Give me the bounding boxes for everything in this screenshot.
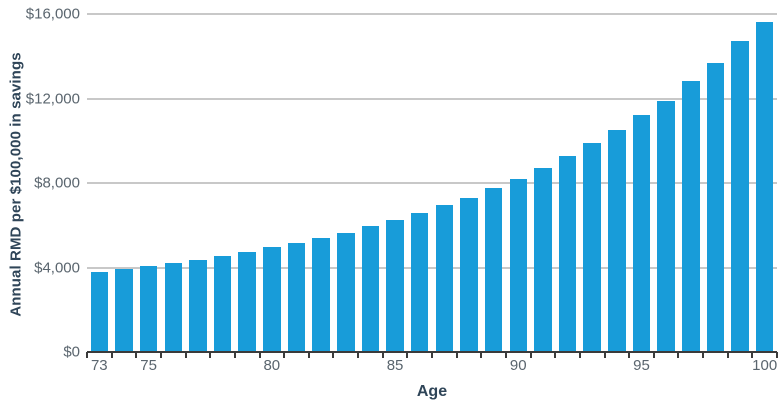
x-tick-mark (652, 352, 655, 358)
y-tick-label-8000: $8,000 (34, 174, 80, 192)
x-tick-mark (554, 352, 557, 358)
bar-age-95 (632, 114, 651, 352)
y-tick-label-4000: $4,000 (34, 259, 80, 276)
x-tick-label-95: 95 (633, 357, 650, 374)
x-tick-mark (332, 352, 335, 358)
bar-age-94 (608, 129, 626, 352)
x-tick-label-73: 73 (90, 357, 108, 374)
x-tick-mark (258, 352, 261, 358)
gridline-8000 (87, 182, 777, 184)
x-tick-mark (726, 352, 729, 358)
bar-age-75 (139, 266, 158, 352)
x-tick-mark (628, 352, 631, 358)
bar-age-91 (534, 168, 552, 352)
x-tick-mark (135, 352, 138, 358)
x-tick-mark (381, 352, 384, 358)
bar-age-99 (731, 41, 749, 352)
x-axis-title: Age (416, 383, 448, 400)
bar-age-82 (312, 237, 330, 352)
x-tick-mark (159, 352, 162, 358)
x-tick-mark (406, 352, 409, 358)
y-tick-label-16000: $16,000 (25, 5, 80, 23)
x-tick-mark (751, 352, 754, 358)
x-tick-label-80: 80 (263, 357, 281, 374)
x-tick-label-90: 90 (509, 357, 527, 374)
bar-age-97 (682, 81, 700, 352)
bar-age-81 (287, 243, 306, 352)
gridline-4000 (87, 266, 777, 269)
x-tick-label-100: 100 (752, 357, 778, 374)
x-tick-mark (307, 352, 310, 358)
bar-age-77 (189, 259, 207, 352)
bar-age-87 (435, 205, 454, 352)
x-tick-label-85: 85 (386, 357, 404, 374)
bar-age-76 (164, 262, 182, 352)
y-tick-label-12000: $12,000 (25, 90, 80, 107)
bar-age-83 (337, 232, 355, 352)
bar-age-80 (263, 247, 281, 352)
x-tick-mark (110, 352, 113, 358)
bar-age-90 (509, 178, 527, 352)
bar-age-79 (238, 251, 256, 352)
x-tick-mark (529, 352, 532, 358)
x-tick-mark (233, 352, 236, 358)
bar-age-85 (386, 220, 404, 352)
bar-age-93 (583, 142, 601, 352)
plot-area (86, 13, 778, 358)
bar-age-88 (460, 197, 478, 352)
x-tick-mark (209, 352, 212, 358)
x-tick-mark (603, 352, 606, 358)
x-tick-label-75: 75 (140, 357, 157, 374)
bar-age-73 (90, 272, 109, 352)
bar-age-78 (213, 256, 232, 352)
gridline-16000 (87, 13, 777, 15)
x-tick-mark (184, 352, 187, 358)
x-tick-mark (677, 352, 680, 358)
y-tick-label-0: $0 (63, 343, 80, 361)
x-tick-mark (504, 352, 507, 358)
x-tick-mark (702, 352, 705, 358)
bar-age-92 (558, 156, 577, 352)
x-tick-mark (86, 352, 88, 358)
bar-age-86 (410, 213, 429, 352)
x-tick-mark (578, 352, 581, 358)
gridline-12000 (87, 97, 777, 100)
bar-age-74 (115, 269, 133, 352)
x-tick-mark (455, 352, 458, 358)
x-tick-mark (480, 352, 483, 358)
bar-age-98 (706, 62, 725, 352)
x-tick-mark (776, 352, 778, 358)
bar-age-84 (361, 226, 380, 352)
x-tick-mark (431, 352, 433, 358)
bar-age-89 (484, 188, 503, 352)
x-tick-mark (283, 352, 286, 358)
bar-age-100 (755, 21, 774, 352)
bar-age-96 (657, 100, 675, 352)
x-tick-mark (357, 352, 360, 358)
